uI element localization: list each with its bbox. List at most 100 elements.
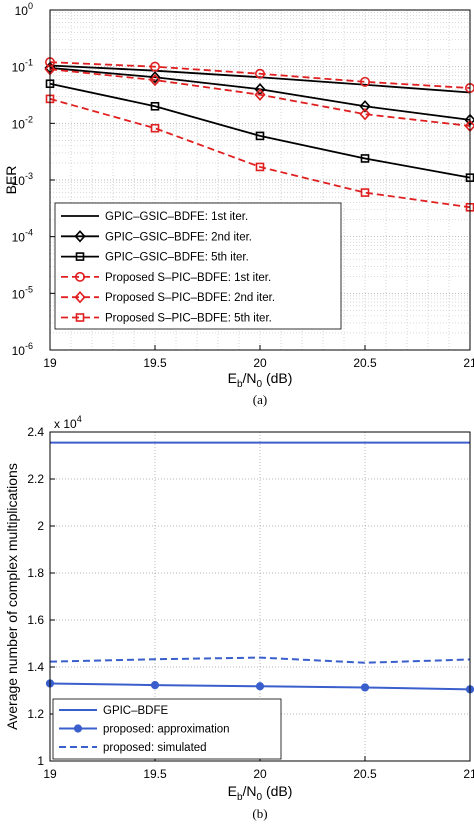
legend-box xyxy=(54,202,342,330)
x-tick-label: 20 xyxy=(253,356,267,370)
data-point xyxy=(360,188,370,197)
x-tick-label: 21 xyxy=(463,356,474,370)
label-part: b xyxy=(237,792,243,803)
y-tick-label: 1.8 xyxy=(27,566,44,580)
y-tick-label: 10-4 xyxy=(12,228,33,245)
caption: (a) xyxy=(253,392,267,407)
y-tick-mantissa: 10 xyxy=(12,61,26,75)
series-line xyxy=(49,68,471,127)
legend-label: proposed: simulated xyxy=(103,742,207,754)
label-part: 0 xyxy=(257,792,263,803)
y-tick-label: 2.4 xyxy=(27,425,44,439)
y-tick-mantissa: 10 xyxy=(12,174,26,188)
y-tick-label: 10-6 xyxy=(12,341,33,358)
data-point xyxy=(255,682,265,691)
data-point xyxy=(360,683,370,692)
y-tick-exponent: -3 xyxy=(25,171,33,181)
y-tick-mantissa: 10 xyxy=(12,344,26,358)
x-tick-label: 20.5 xyxy=(353,356,377,370)
series-6 xyxy=(45,94,474,212)
legend-label: proposed: approximation xyxy=(103,724,230,736)
y-tick-mantissa: 10 xyxy=(15,4,29,18)
y-tick-exponent: -1 xyxy=(25,58,33,68)
legend-marker xyxy=(74,291,86,304)
data-point xyxy=(359,100,371,113)
data-point xyxy=(150,61,161,72)
y-tick-label: 100 xyxy=(15,1,33,18)
y-tick-label: 1.2 xyxy=(27,707,44,721)
y-tick-exponent: -2 xyxy=(25,114,33,124)
legend-marker xyxy=(75,252,85,261)
x-axis-label: Eb/N0 (dB) xyxy=(228,783,293,803)
x-tick-label: 20 xyxy=(253,767,267,781)
data-point xyxy=(255,131,265,141)
legend-label: Proposed S–PIC–BDFE: 1st iter. xyxy=(105,272,271,284)
series-line xyxy=(49,82,471,179)
legend: GPIC–GSIC–BDFE: 1st iter. GPIC–GSIC–BDFE:… xyxy=(54,202,342,330)
legend-label: Proposed S–PIC–BDFE: 2nd iter. xyxy=(105,292,275,304)
y-tick-label: 10-1 xyxy=(12,58,33,75)
y-tick-label: 10-2 xyxy=(12,114,33,131)
y-tick-exponent: -5 xyxy=(25,284,33,294)
data-point xyxy=(150,101,160,111)
label-part: /N xyxy=(243,370,257,386)
y-multiplier-mantissa: x 10 xyxy=(54,417,77,431)
series-line xyxy=(49,98,471,209)
y-tick-label: 1.4 xyxy=(27,660,44,674)
data-point xyxy=(359,107,371,121)
data-point xyxy=(359,76,370,87)
legend-label: GPIC–GSIC–BDFE: 5th iter. xyxy=(105,252,249,264)
data-point xyxy=(149,73,161,87)
legend-marker xyxy=(75,313,85,322)
x-tick-label: 19 xyxy=(43,767,57,781)
data-point xyxy=(255,162,265,172)
data-point xyxy=(254,88,266,101)
y-tick-mantissa: 10 xyxy=(12,287,26,301)
y-tick-exponent: -4 xyxy=(25,228,33,238)
series-line xyxy=(49,656,471,664)
y-tick-label: 10-5 xyxy=(12,284,33,301)
ber-chart: 19 19.5 20 20.5 2110-610-510-410-310-210-110… xyxy=(3,1,474,407)
legend-label: GPIC–GSIC–BDFE: 1st iter. xyxy=(105,211,248,223)
label-part: 0 xyxy=(257,379,263,390)
x-tick-label: 21 xyxy=(463,767,474,781)
series-line xyxy=(49,61,471,89)
x-tick-label: 19.5 xyxy=(143,356,167,370)
legend-label: Proposed S–PIC–BDFE: 5th iter. xyxy=(105,313,272,325)
y-tick-label: 1.6 xyxy=(27,613,44,627)
y-multiplier-exponent: 4 xyxy=(77,414,82,424)
data-point xyxy=(150,123,160,133)
y-tick-label: 10-3 xyxy=(12,171,33,188)
legend-marker xyxy=(75,271,86,282)
label-part: E xyxy=(228,370,237,386)
x-tick-label: 19 xyxy=(43,356,57,370)
data-point xyxy=(149,71,161,84)
label-part: (dB) xyxy=(262,370,292,386)
label-part: /N xyxy=(243,783,257,799)
complexity-chart: 19 19.5 20 20.5 21 1 1.2 1.4 1.6 1.8 2 2.2 2.4 x 104 G… xyxy=(4,414,474,821)
x-tick-label: 19.5 xyxy=(143,767,167,781)
legend-label: GPIC–GSIC–BDFE: 2nd iter. xyxy=(105,231,252,243)
y-tick-mantissa: 10 xyxy=(12,231,26,245)
data-point xyxy=(360,154,370,163)
label-part: E xyxy=(228,783,237,799)
legend-label: GPIC–BDFE xyxy=(103,705,169,717)
series-3 xyxy=(49,656,471,664)
plot-frame xyxy=(49,9,471,351)
label-part: (dB) xyxy=(262,783,292,799)
y-axis-label: Average number of complex multiplication… xyxy=(4,463,20,730)
legend-marker xyxy=(74,230,86,243)
y-tick-label: 2.2 xyxy=(27,472,44,486)
label-part: b xyxy=(237,379,243,390)
legend: GPIC–BDFE proposed: approximation proposed… xyxy=(52,698,282,760)
data-point xyxy=(255,68,266,79)
x-axis-label: Eb/N0 (dB) xyxy=(228,370,293,390)
legend-marker xyxy=(73,724,83,733)
y-tick-exponent: 0 xyxy=(28,1,33,11)
x-tick-label: 20.5 xyxy=(353,767,377,781)
data-point xyxy=(150,680,160,690)
y-tick-label: 1 xyxy=(37,754,44,768)
caption: (b) xyxy=(252,806,267,821)
y-multiplier: x 104 xyxy=(54,414,82,431)
